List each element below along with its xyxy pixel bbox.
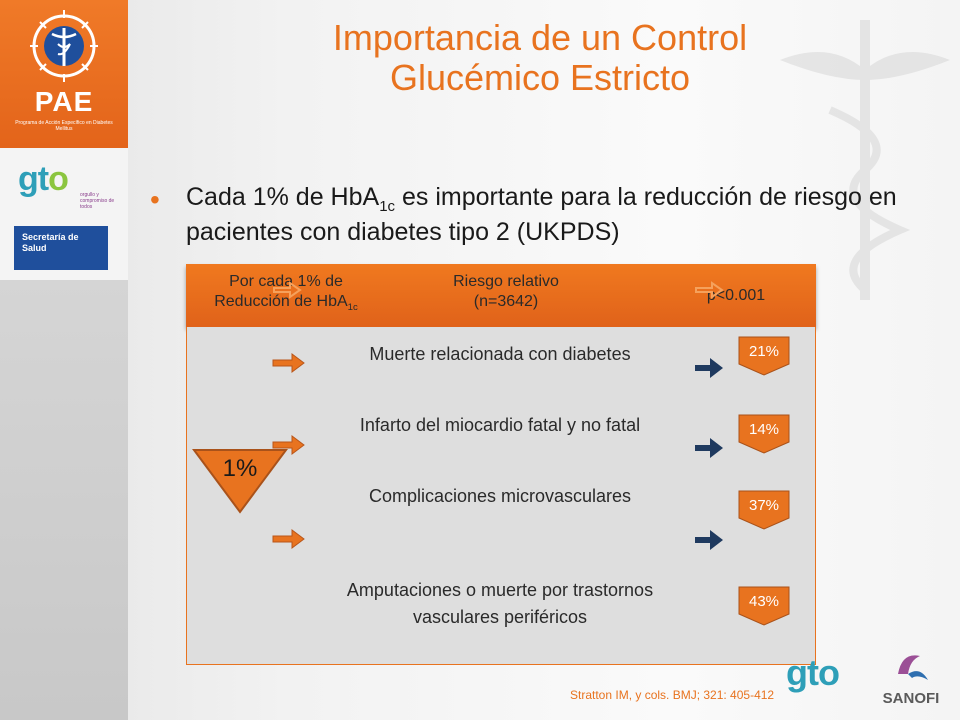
percent-value: 21% — [748, 343, 780, 360]
title-line-1: Importancia de un Control — [332, 17, 748, 58]
header-relative-risk: Riesgo relativo (n=3642) — [453, 273, 559, 310]
caduceus-icon — [30, 10, 98, 82]
bullet-text: Cada 1% de HbA1c es importante para la r… — [186, 183, 897, 246]
percent-tag: 21% — [738, 336, 790, 376]
sidebar: PAE Programa de Acción Específico en Dia… — [0, 0, 128, 720]
row-outcome: Infarto del miocardio fatal y no fatal — [359, 415, 641, 435]
caduceus-watermark-icon — [780, 20, 950, 300]
row-outcome: Amputaciones o muerte por trastornos vas… — [346, 580, 654, 627]
page-title: Importancia de un Control Glucémico Estr… — [220, 18, 860, 98]
pae-logo-block: PAE Programa de Acción Específico en Dia… — [0, 0, 128, 148]
title-line-2: Glucémico Estricto — [389, 57, 691, 98]
header-reduction: Por cada 1% de Reducción de HbA1c — [214, 273, 358, 314]
percent-tag: 14% — [738, 414, 790, 454]
percent-value: 43% — [748, 593, 780, 610]
percent-tag: 43% — [738, 586, 790, 626]
orange-arrow-icon — [272, 435, 305, 455]
orange-arrow-icon — [272, 529, 305, 549]
header-arrow-icon — [695, 281, 724, 299]
gto-footer-logo: gto — [786, 652, 840, 693]
row-outcome: Muerte relacionada con diabetes — [369, 344, 631, 364]
sanofi-logo — [898, 655, 928, 680]
gto-logo: gto — [18, 160, 69, 198]
pae-subtitle: Programa de Acción Específico en Diabete… — [15, 120, 113, 132]
header-arrow-icon — [273, 281, 302, 299]
table-header: Por cada 1% de Reducción de HbA1c Riesgo… — [186, 264, 816, 327]
sanofi-text: SANOFI — [882, 690, 940, 707]
orange-arrow-icon — [272, 353, 305, 373]
citation: Stratton IM, y cols. BMJ; 321: 405-412 — [570, 688, 775, 702]
gto-logo-block: gto orgullo y compromiso de todos Secret… — [0, 148, 128, 280]
navy-arrow-icon — [695, 530, 723, 550]
percent-tag: 37% — [738, 490, 790, 530]
reduction-label: 1% — [222, 455, 258, 482]
navy-arrow-icon — [695, 358, 723, 378]
header-p-value: p<0.001 — [706, 287, 766, 304]
percent-value: 37% — [748, 497, 780, 514]
gto-tagline: orgullo y compromiso de todos — [80, 192, 115, 210]
row-outcome: Complicaciones microvasculares — [368, 486, 632, 506]
bullet-icon: • — [150, 184, 160, 215]
reduction-triangle-icon — [192, 449, 288, 514]
table-body — [186, 327, 816, 665]
pae-title: PAE — [34, 86, 94, 117]
sidebar-lower-panel — [0, 280, 128, 720]
secretaria-salud-label: Secretaría de Salud — [14, 226, 108, 270]
navy-arrow-icon — [695, 438, 723, 458]
percent-value: 14% — [748, 421, 780, 438]
